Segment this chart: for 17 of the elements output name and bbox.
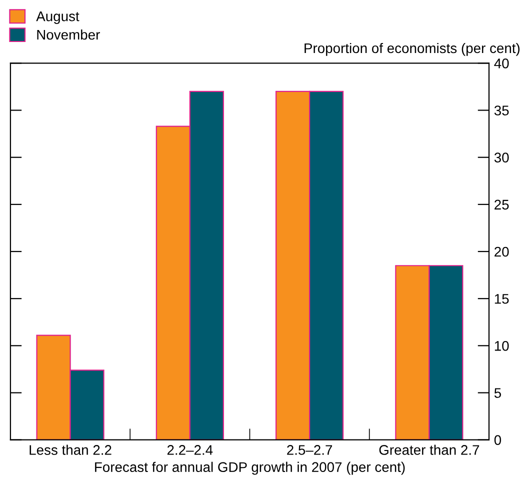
y-tick-label: 40 xyxy=(494,58,509,68)
y-tick-label: 15 xyxy=(494,294,509,304)
y-tick-label: 0 xyxy=(494,435,502,445)
legend-label: November xyxy=(37,29,100,40)
y-tick-label: 20 xyxy=(494,246,509,257)
y-tick-label: 35 xyxy=(494,106,509,116)
x-tick-label: Greater than 2.7 xyxy=(379,444,480,455)
x-tick-label: 2.2–2.4 xyxy=(167,445,213,455)
x-tick-label: 2.5–2.7 xyxy=(287,445,332,455)
legend-label: August xyxy=(36,12,80,24)
y-tick-label: 5 xyxy=(494,388,502,398)
y-tick-label: 30 xyxy=(494,152,509,163)
y-tick-label: 25 xyxy=(494,200,509,210)
y-tick-label: 10 xyxy=(494,341,509,351)
x-axis-title: Forecast for annual GDP growth in 2007 (per cent) xyxy=(95,462,405,475)
x-tick-label: Less than 2.2 xyxy=(30,444,112,455)
y-axis-title: Proportion of economists (per cent) xyxy=(304,42,520,56)
